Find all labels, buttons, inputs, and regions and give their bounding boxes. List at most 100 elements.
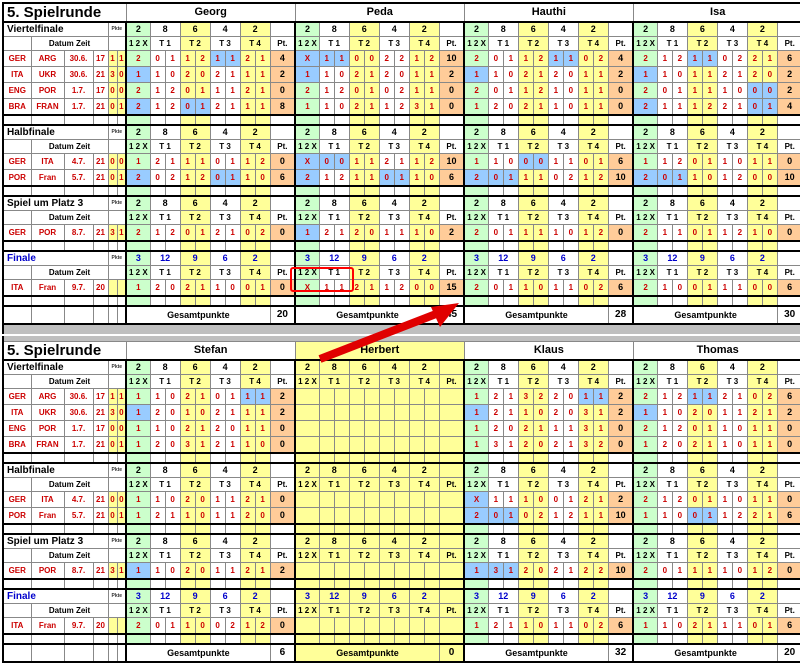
goal-home-cell[interactable]: 1 — [209, 50, 226, 67]
tip-cell[interactable]: 2 — [463, 50, 489, 67]
tip-cell[interactable] — [294, 404, 320, 421]
goal-away-cell[interactable]: 1 — [224, 153, 241, 170]
goal-away-cell[interactable]: 0 — [761, 279, 778, 297]
goal-away-cell[interactable]: 1 — [761, 98, 778, 116]
goal-home-cell[interactable]: 0 — [577, 50, 594, 67]
goal-away-cell[interactable]: 1 — [731, 98, 748, 116]
goal-away-cell[interactable]: 1 — [761, 617, 778, 635]
goal-cell[interactable] — [363, 436, 380, 454]
goal-away-cell[interactable]: 1 — [502, 279, 519, 297]
goal-cell[interactable] — [363, 388, 380, 405]
goal-away-cell[interactable]: 1 — [701, 507, 718, 525]
goal-away-cell[interactable]: 1 — [164, 617, 181, 635]
goal-home-cell[interactable]: 3 — [577, 404, 594, 421]
goal-home-cell[interactable]: 2 — [348, 66, 365, 83]
goal-cell[interactable] — [393, 507, 410, 525]
goal-away-cell[interactable]: 1 — [224, 388, 241, 405]
goal-home-cell[interactable]: 1 — [318, 66, 335, 83]
goal-cell[interactable] — [363, 507, 380, 525]
goal-home-cell[interactable]: 2 — [239, 491, 256, 508]
tip-cell[interactable]: 2 — [632, 562, 658, 580]
goal-cell[interactable] — [408, 436, 425, 454]
goal-home-cell[interactable]: 2 — [209, 98, 226, 116]
goal-home-cell[interactable]: 2 — [149, 404, 166, 421]
goal-home-cell[interactable]: 1 — [149, 388, 166, 405]
goal-home-cell[interactable]: 1 — [378, 224, 395, 242]
goal-away-cell[interactable]: 0 — [532, 404, 549, 421]
goal-home-cell[interactable]: 1 — [239, 404, 256, 421]
goal-home-cell[interactable]: 1 — [209, 507, 226, 525]
goal-home-cell[interactable]: 2 — [547, 436, 564, 454]
goal-away-cell[interactable]: 1 — [592, 420, 609, 437]
goal-away-cell[interactable]: 1 — [731, 404, 748, 421]
goal-home-cell[interactable]: 1 — [656, 491, 673, 508]
goal-cell[interactable] — [348, 507, 365, 525]
tip-cell[interactable]: 1 — [463, 562, 489, 580]
goal-home-cell[interactable]: 2 — [517, 98, 534, 116]
result-away-cell[interactable]: 1 — [116, 169, 127, 187]
result-away-cell[interactable]: 1 — [116, 98, 127, 116]
goal-away-cell[interactable]: 2 — [671, 420, 688, 437]
goal-away-cell[interactable]: 2 — [592, 224, 609, 242]
goal-home-cell[interactable]: 2 — [746, 66, 763, 83]
goal-home-cell[interactable]: 1 — [716, 153, 733, 170]
goal-cell[interactable] — [378, 404, 395, 421]
goal-cell[interactable] — [423, 404, 440, 421]
goal-away-cell[interactable]: 0 — [731, 153, 748, 170]
goal-home-cell[interactable]: 1 — [517, 50, 534, 67]
goal-home-cell[interactable]: 0 — [318, 153, 335, 170]
goal-away-cell[interactable]: 1 — [701, 562, 718, 580]
goal-home-cell[interactable]: 1 — [239, 169, 256, 187]
goal-home-cell[interactable]: 1 — [716, 491, 733, 508]
goal-cell[interactable] — [363, 562, 380, 580]
goal-away-cell[interactable]: 0 — [363, 224, 380, 242]
goal-away-cell[interactable]: 1 — [254, 50, 271, 67]
goal-away-cell[interactable]: 1 — [701, 153, 718, 170]
goal-cell[interactable] — [348, 388, 365, 405]
goal-cell[interactable] — [318, 436, 335, 454]
goal-cell[interactable] — [423, 617, 440, 635]
tip-cell[interactable]: 1 — [125, 491, 151, 508]
goal-away-cell[interactable]: 1 — [502, 436, 519, 454]
tip-cell[interactable] — [294, 436, 320, 454]
goal-home-cell[interactable]: 0 — [686, 420, 703, 437]
goal-home-cell[interactable]: 1 — [686, 50, 703, 67]
goal-home-cell[interactable]: 1 — [239, 436, 256, 454]
goal-home-cell[interactable]: 0 — [716, 50, 733, 67]
tip-cell[interactable]: 2 — [463, 224, 489, 242]
goal-away-cell[interactable]: 2 — [671, 491, 688, 508]
goal-away-cell[interactable]: 0 — [194, 617, 211, 635]
goal-home-cell[interactable]: 0 — [348, 50, 365, 67]
goal-cell[interactable] — [393, 617, 410, 635]
goal-cell[interactable] — [348, 562, 365, 580]
goal-away-cell[interactable]: 1 — [701, 50, 718, 67]
goal-cell[interactable] — [423, 507, 440, 525]
goal-away-cell[interactable]: 1 — [671, 169, 688, 187]
goal-home-cell[interactable]: 1 — [716, 279, 733, 297]
goal-home-cell[interactable]: 1 — [716, 420, 733, 437]
tip-cell[interactable]: 2 — [463, 507, 489, 525]
goal-away-cell[interactable]: 1 — [592, 388, 609, 405]
goal-home-cell[interactable]: 2 — [348, 224, 365, 242]
result-away-cell[interactable]: 0 — [116, 153, 127, 170]
goal-home-cell[interactable]: 2 — [179, 562, 196, 580]
goal-home-cell[interactable]: 0 — [746, 169, 763, 187]
goal-away-cell[interactable]: 1 — [701, 66, 718, 83]
goal-away-cell[interactable]: 1 — [333, 50, 350, 67]
goal-away-cell[interactable]: 0 — [164, 404, 181, 421]
goal-home-cell[interactable]: 1 — [348, 169, 365, 187]
goal-home-cell[interactable]: 1 — [686, 66, 703, 83]
goal-away-cell[interactable]: 0 — [532, 279, 549, 297]
goal-cell[interactable] — [363, 491, 380, 508]
goal-home-cell[interactable]: 0 — [686, 507, 703, 525]
goal-cell[interactable] — [333, 420, 350, 437]
result-home-cell[interactable]: 3 — [107, 66, 118, 83]
result-away-cell[interactable]: 1 — [116, 50, 127, 67]
goal-home-cell[interactable]: 0 — [378, 82, 395, 99]
tip-cell[interactable]: 2 — [632, 82, 658, 99]
goal-away-cell[interactable]: 0 — [164, 66, 181, 83]
goal-away-cell[interactable]: 0 — [671, 507, 688, 525]
goal-cell[interactable] — [318, 507, 335, 525]
goal-home-cell[interactable]: 1 — [686, 82, 703, 99]
goal-cell[interactable] — [393, 436, 410, 454]
